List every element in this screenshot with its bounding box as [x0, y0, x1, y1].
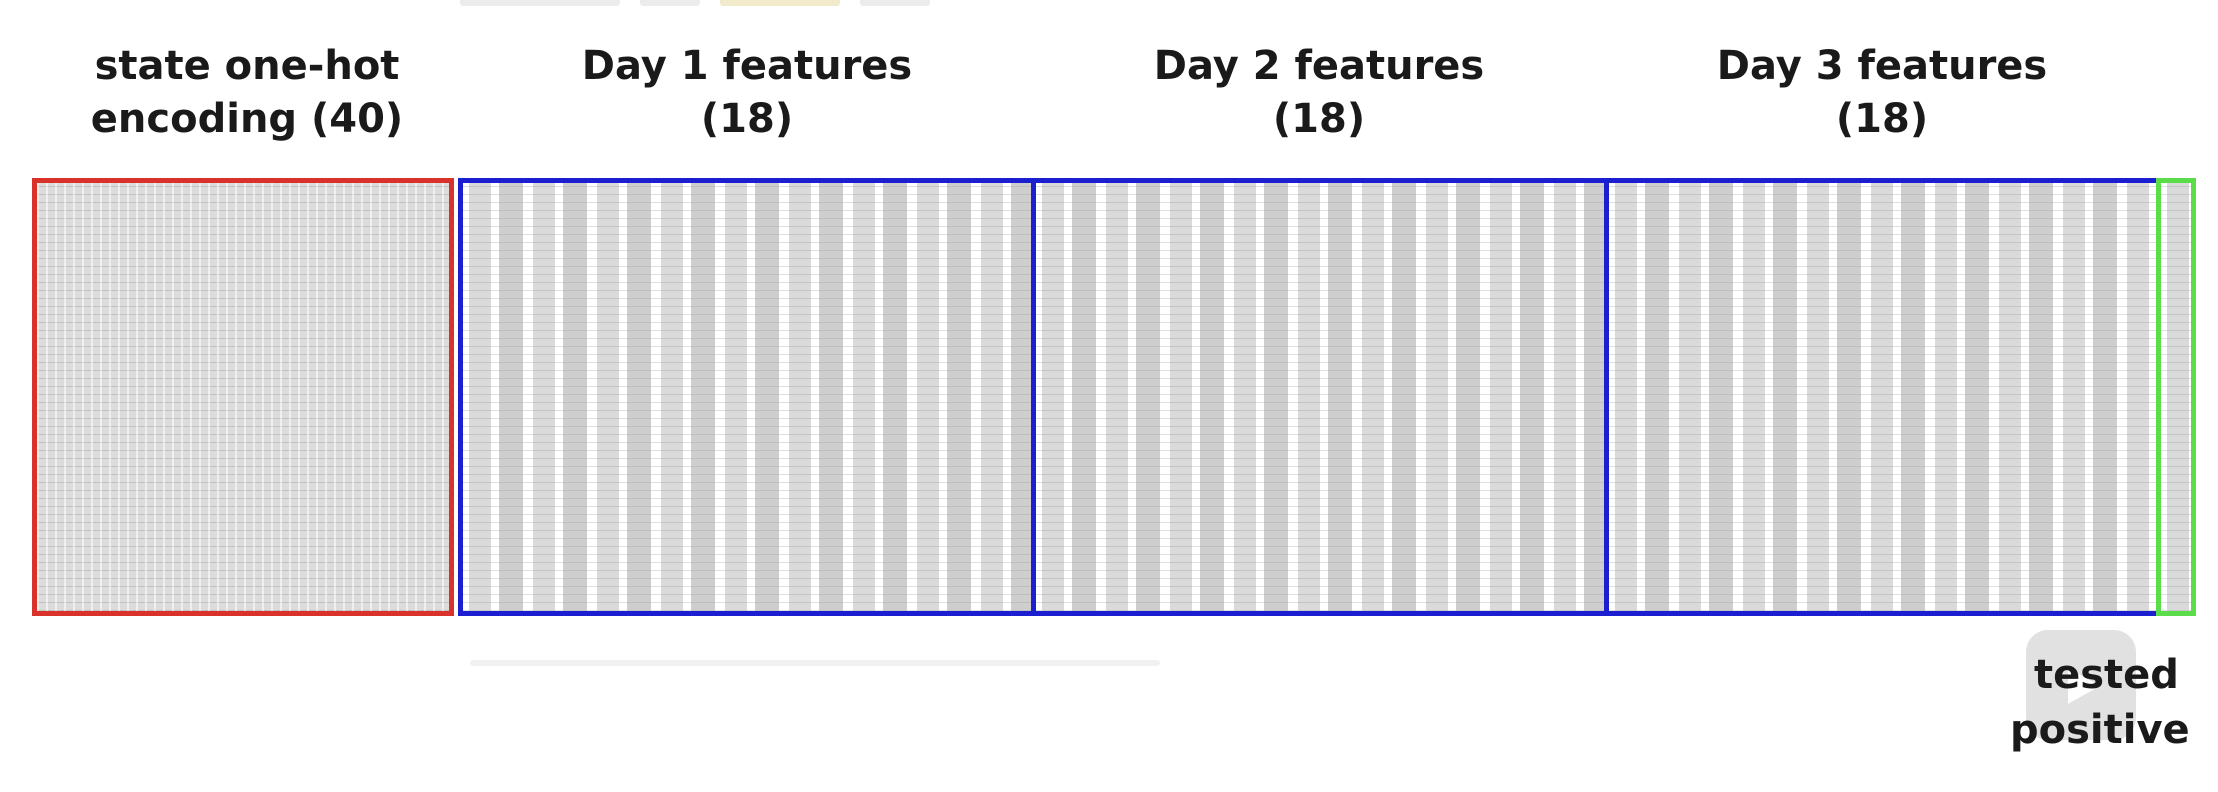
day2-features-label-line2: (18): [1272, 96, 1366, 142]
play-icon[interactable]: [2026, 630, 2136, 740]
tested-positive-label: tested positive: [2010, 648, 2218, 758]
play-triangle: [2068, 668, 2100, 704]
day3-features-label-line1: Day 3 features: [1716, 43, 2048, 89]
faint-line: [470, 660, 1160, 666]
day1-features-grid: [463, 183, 1031, 611]
cropped-text-strip: [0, 0, 2218, 12]
tested-positive-panel: [2156, 178, 2196, 616]
day1-features-label-line2: (18): [700, 96, 794, 142]
day1-features-panel: [458, 178, 1036, 616]
day2-features-label: Day 2 features (18): [1034, 40, 1604, 146]
tested-positive-label-line2: positive: [2010, 707, 2190, 753]
day2-features-grid: [1036, 183, 1604, 611]
day3-features-grid: [1609, 183, 2157, 611]
day3-features-label-line2: (18): [1835, 96, 1929, 142]
state-encoding-label-line1: state one-hot: [94, 43, 400, 89]
day3-features-panel: [1604, 178, 2162, 616]
day1-features-label-line1: Day 1 features: [581, 43, 913, 89]
state-encoding-label-line2: encoding (40): [90, 96, 404, 142]
day2-features-label-line1: Day 2 features: [1153, 43, 1485, 89]
tested-positive-column: [2161, 183, 2191, 611]
day2-features-panel: [1031, 178, 1609, 616]
state-encoding-label: state one-hot encoding (40): [32, 40, 462, 146]
state-encoding-grid: [37, 183, 449, 611]
day3-features-label: Day 3 features (18): [1604, 40, 2160, 146]
day1-features-label: Day 1 features (18): [462, 40, 1032, 146]
tested-positive-label-line1: tested: [2034, 652, 2179, 698]
state-encoding-panel: [32, 178, 454, 616]
